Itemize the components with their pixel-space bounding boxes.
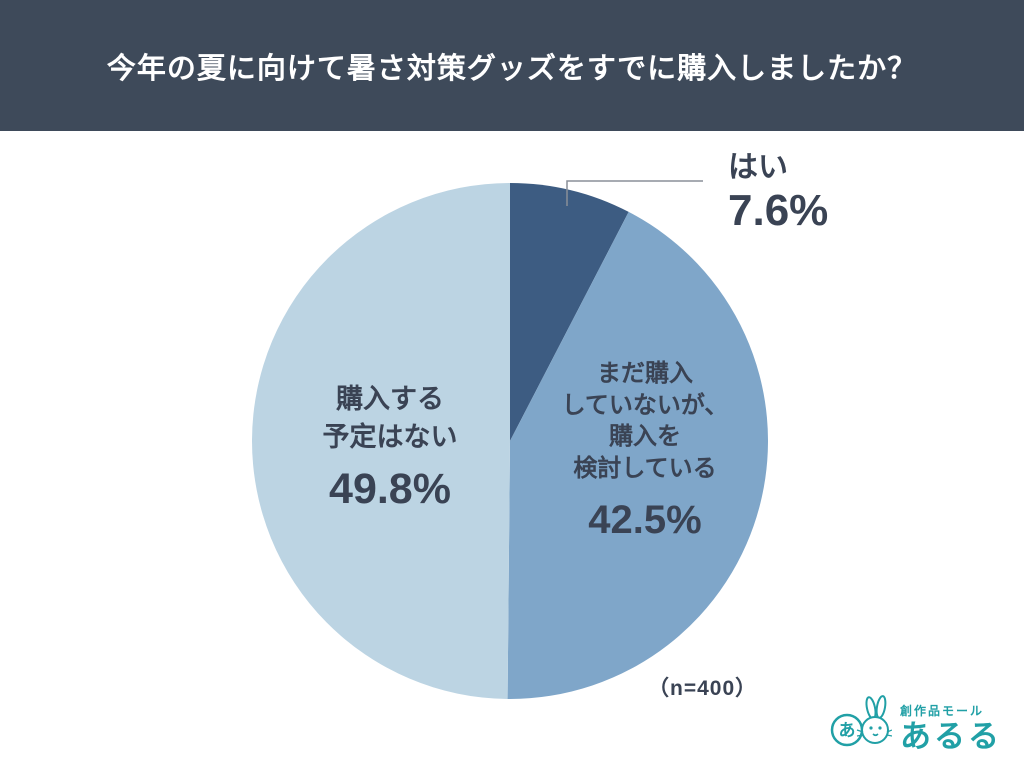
slice-label-no-plan: 購入する 予定はない 49.8% <box>278 381 502 516</box>
slice-no-plan-line1: 購入する <box>336 384 444 414</box>
logo-tagline: 創作品モール <box>900 704 985 718</box>
slice-yes-label: はい <box>728 151 788 184</box>
slice-considering-value: 42.5% <box>588 497 702 542</box>
sample-size-label: （n=400） <box>648 677 758 700</box>
pie-slice-yes <box>510 183 629 441</box>
rabbit-mascot-icon: あ <box>830 695 892 747</box>
svg-text:あ: あ <box>839 721 856 740</box>
slice-considering-line3: 購入を <box>609 423 681 451</box>
slice-considering-line4: 検討している <box>573 455 717 483</box>
aruru-logo: あ 創作品モール あるる <box>830 694 1002 752</box>
aruru-logo-text: 創作品モール あるる <box>900 705 1002 752</box>
pie-slice-no-plan <box>252 183 510 699</box>
logo-name: あるる <box>900 719 1002 754</box>
slice-label-considering: まだ購入 していないが、 購入を 検討している 42.5% <box>545 358 745 545</box>
slice-label-yes: はい 7.6% <box>728 150 828 237</box>
slice-no-plan-line2: 予定はない <box>322 421 458 452</box>
slice-considering-line2: していないが、 <box>561 391 729 419</box>
slice-no-plan-value: 49.8% <box>329 464 451 513</box>
slice-considering-line1: まだ購入 <box>597 360 693 387</box>
pie-chart <box>252 183 768 699</box>
header: 今年の夏に向けて暑さ対策グッズをすでに購入しましたか？ <box>0 0 1024 131</box>
slice-yes-value: 7.6% <box>728 186 829 235</box>
pie-slice-considering <box>507 211 768 699</box>
page-title: 今年の夏に向けて暑さ対策グッズをすでに購入しましたか？ <box>106 52 918 85</box>
